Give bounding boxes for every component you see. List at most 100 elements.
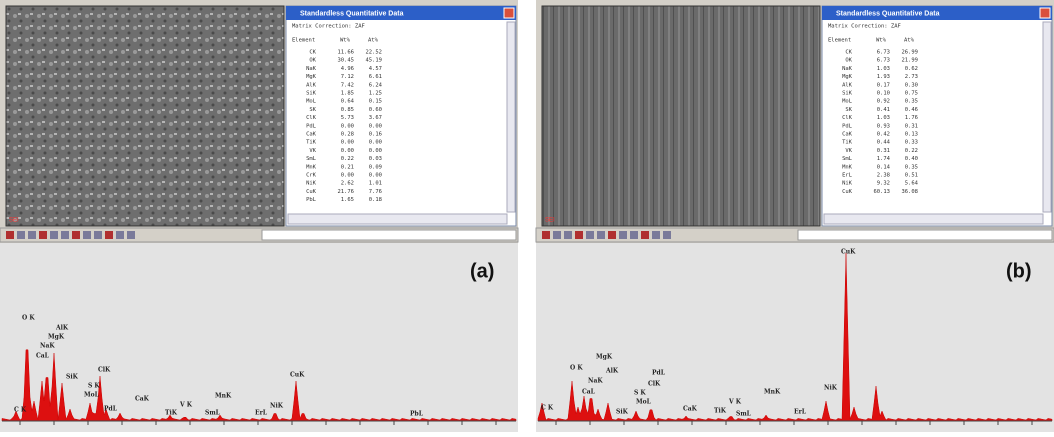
- table-cell: 11.66: [337, 50, 354, 56]
- table-cell: 0.93: [877, 123, 890, 129]
- title-bar: [286, 6, 516, 20]
- table-cell: 0.00: [369, 140, 382, 146]
- peak-label: AlK: [55, 325, 69, 332]
- toolbar-button: [575, 231, 583, 239]
- peak-label: CaL: [36, 353, 50, 360]
- table-header: At%: [368, 38, 379, 44]
- image-caption: SEI: [545, 218, 555, 224]
- peak-label: AlK: [605, 368, 619, 375]
- table-cell: 0.60: [369, 107, 382, 113]
- table-cell: ClK: [306, 115, 317, 121]
- peak-label: NaK: [40, 343, 55, 350]
- table-cell: 0.64: [341, 99, 355, 105]
- window-title: Standardless Quantitative Data: [836, 10, 940, 17]
- table-cell: 6.73: [877, 50, 890, 56]
- close-button: [1039, 7, 1051, 19]
- table-cell: SK: [309, 107, 316, 113]
- table-cell: 5.64: [905, 181, 919, 187]
- table-cell: 0.30: [905, 82, 918, 88]
- sem-image: [541, 5, 821, 227]
- toolbar-button: [50, 231, 58, 239]
- matrix-correction: Matrix Correction: ZAF: [292, 24, 365, 30]
- table-cell: CuK: [306, 189, 317, 195]
- table-cell: 0.85: [341, 107, 354, 113]
- peak-label: TiK: [165, 410, 178, 417]
- scrollbar: [506, 21, 516, 213]
- table-cell: VK: [845, 148, 852, 154]
- table-cell: 0.15: [369, 99, 382, 105]
- table-cell: ErL: [842, 173, 853, 179]
- title-bar: [822, 6, 1052, 20]
- matrix-correction: Matrix Correction: ZAF: [828, 24, 901, 30]
- table-cell: NaK: [306, 66, 317, 72]
- table-cell: 36.08: [901, 189, 918, 195]
- table-cell: MnK: [842, 164, 853, 170]
- table-cell: SK: [845, 107, 852, 113]
- table-cell: PbL: [306, 197, 317, 203]
- table-cell: 1.74: [877, 156, 891, 162]
- toolbar-button: [127, 231, 135, 239]
- table-cell: OK: [845, 58, 852, 64]
- table-cell: 0.92: [877, 99, 890, 105]
- table-cell: SiK: [842, 91, 853, 97]
- peak-label: V K: [728, 399, 742, 406]
- table-cell: 0.35: [905, 164, 918, 170]
- table-cell: SmL: [306, 156, 317, 162]
- table-cell: SiK: [306, 91, 317, 97]
- toolbar-button: [553, 231, 561, 239]
- table-cell: NiK: [842, 181, 853, 187]
- table-cell: 6.61: [369, 74, 382, 80]
- table-cell: 4.96: [341, 66, 354, 72]
- table-cell: 30.45: [337, 58, 354, 64]
- table-cell: TiK: [306, 140, 317, 146]
- spectrum: [1, 349, 517, 422]
- table-cell: 0.28: [341, 132, 354, 138]
- peak-label: NaK: [588, 378, 603, 385]
- table-cell: 3.67: [369, 115, 382, 121]
- table-cell: CK: [309, 50, 316, 56]
- spectrum-area: [536, 243, 1054, 432]
- table-cell: AlK: [306, 82, 317, 88]
- peak-label: C K: [541, 405, 554, 412]
- table-cell: 45.19: [365, 58, 382, 64]
- table-cell: 0.22: [905, 148, 918, 154]
- peak-label: CuK: [290, 372, 305, 379]
- toolbar-button: [597, 231, 605, 239]
- toolbar-button: [608, 231, 616, 239]
- peak-label: ClK: [98, 367, 111, 374]
- scrollbar-h: [287, 213, 508, 225]
- table-cell: 0.16: [369, 132, 382, 138]
- table-cell: 6.24: [369, 82, 383, 88]
- table-cell: 0.62: [905, 66, 918, 72]
- table-cell: PdL: [306, 123, 317, 129]
- table-cell: 0.22: [341, 156, 354, 162]
- peak-label: NiK: [824, 385, 838, 392]
- table-cell: 1.03: [877, 66, 890, 72]
- table-cell: 60.13: [873, 189, 890, 195]
- table-cell: MgK: [306, 74, 317, 80]
- panel: SEI Standardless Quantitative Data Matrix …: [535, 0, 1054, 432]
- table-cell: MgK: [842, 74, 853, 80]
- peak-label: CaL: [582, 389, 596, 396]
- table-header: Element: [828, 38, 851, 44]
- peak-label: V K: [179, 402, 193, 409]
- toolbar-button: [619, 231, 627, 239]
- panel-label: (b): [1006, 260, 1032, 282]
- toolbar-button: [39, 231, 47, 239]
- table-cell: VK: [309, 148, 316, 154]
- table-cell: 0.10: [877, 91, 890, 97]
- toolbar-button: [17, 231, 25, 239]
- table-cell: MoL: [306, 99, 317, 105]
- table-cell: 21.99: [901, 58, 918, 64]
- table-cell: PdL: [842, 123, 853, 129]
- toolbar-button: [630, 231, 638, 239]
- toolbar-button: [641, 231, 649, 239]
- data-window: [285, 5, 517, 227]
- table-cell: CK: [845, 50, 852, 56]
- peak-label: O K: [570, 365, 583, 372]
- table-cell: 2.73: [905, 74, 918, 80]
- table-cell: CrK: [306, 173, 317, 179]
- table-cell: 2.62: [341, 181, 354, 187]
- peak-label: CaK: [683, 406, 698, 413]
